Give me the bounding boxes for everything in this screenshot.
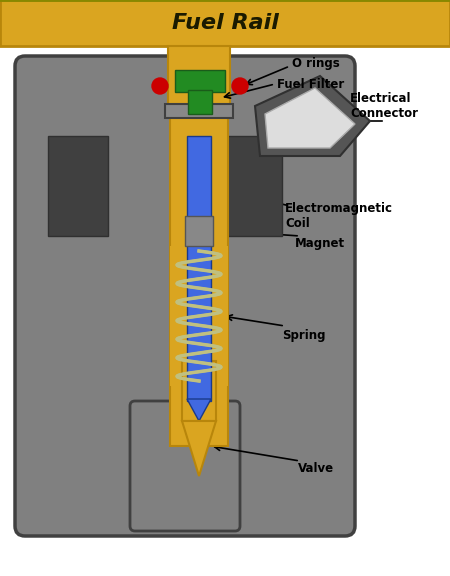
Bar <box>185 216 213 246</box>
Bar <box>187 136 211 401</box>
Ellipse shape <box>25 66 345 526</box>
Circle shape <box>232 78 248 94</box>
Bar <box>170 116 228 446</box>
Bar <box>0 0 450 46</box>
Text: Electromagnetic
Coil: Electromagnetic Coil <box>285 202 393 230</box>
Text: Fuel Filter: Fuel Filter <box>277 78 344 90</box>
Bar <box>48 136 108 236</box>
Bar <box>188 90 212 114</box>
Bar <box>165 104 233 118</box>
FancyBboxPatch shape <box>130 401 240 531</box>
Bar <box>0 0 450 46</box>
Text: O rings: O rings <box>292 56 340 70</box>
FancyBboxPatch shape <box>15 56 355 536</box>
Bar <box>170 246 228 386</box>
Polygon shape <box>265 88 355 148</box>
Polygon shape <box>187 399 211 421</box>
Bar <box>182 361 216 421</box>
Bar <box>222 136 282 236</box>
Text: Fuel Rail: Fuel Rail <box>171 13 279 33</box>
Circle shape <box>152 78 168 94</box>
Polygon shape <box>182 421 216 476</box>
Polygon shape <box>255 76 370 156</box>
Text: Valve: Valve <box>298 463 334 476</box>
Text: Magnet: Magnet <box>295 237 345 249</box>
Text: Spring: Spring <box>282 329 325 343</box>
Bar <box>168 46 230 116</box>
Text: Electrical
Connector: Electrical Connector <box>350 92 418 120</box>
Bar <box>175 70 225 92</box>
